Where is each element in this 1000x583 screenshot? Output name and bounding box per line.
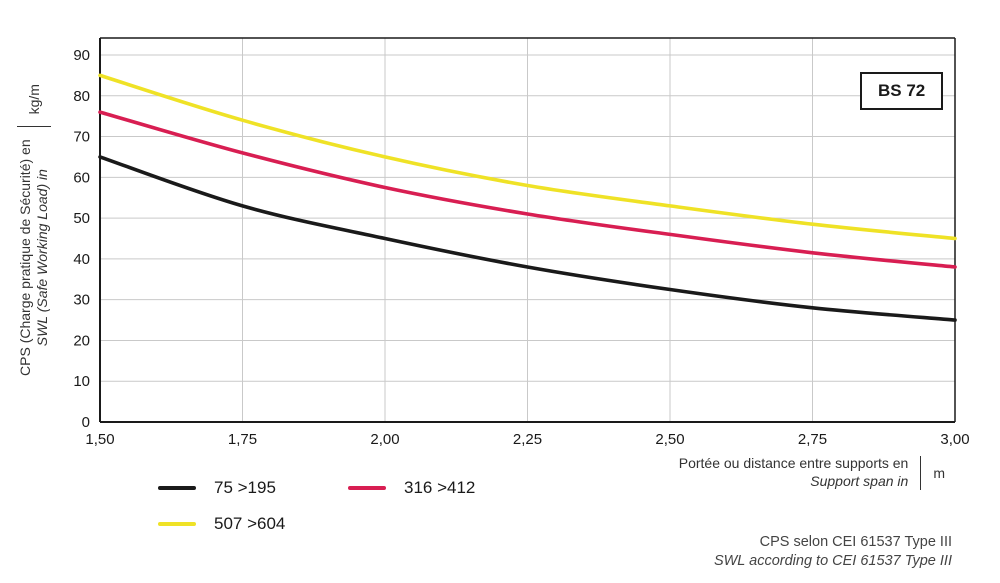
svg-text:2,75: 2,75	[798, 431, 827, 448]
legend-item: 75 >195	[158, 478, 348, 498]
legend-label: 75 >195	[214, 478, 276, 497]
svg-text:2,25: 2,25	[513, 431, 542, 448]
y-axis-label-fr: CPS (Charge pratique de Sécurité) en	[16, 139, 33, 376]
x-axis-unit: m	[933, 464, 945, 481]
legend-swatch-75-195	[158, 486, 196, 490]
y-axis-caption: CPS (Charge pratique de Sécurité) en SWL…	[11, 40, 57, 420]
legend-label: 316 >412	[404, 478, 476, 497]
svg-text:2,50: 2,50	[655, 431, 684, 448]
footer-line-en: SWL according to CEI 61537 Type III	[713, 552, 952, 569]
y-axis-label: CPS (Charge pratique de Sécurité) en SWL…	[17, 139, 52, 376]
footer-line-fr: CPS selon CEI 61537 Type III	[759, 534, 952, 550]
svg-text:60: 60	[73, 169, 90, 186]
svg-text:1,50: 1,50	[85, 431, 114, 448]
x-axis-label-fr: Portée ou distance entre supports en	[678, 455, 909, 471]
svg-text:0: 0	[82, 414, 90, 431]
y-axis-label-en: SWL (Safe Working Load) in	[34, 169, 50, 347]
x-axis-caption: Portée ou distance entre supports en Sup…	[679, 455, 945, 490]
legend-item: 507 >604	[158, 514, 348, 534]
svg-text:2,00: 2,00	[370, 431, 399, 448]
unit-divider-icon	[920, 455, 922, 490]
svg-text:3,00: 3,00	[940, 431, 969, 448]
unit-divider-icon	[17, 126, 51, 128]
x-axis-label: Portée ou distance entre supports en Sup…	[679, 455, 909, 490]
svg-text:10: 10	[73, 373, 90, 390]
footer-note: CPS selon CEI 61537 Type III SWL accordi…	[714, 533, 952, 571]
svg-text:70: 70	[73, 129, 90, 146]
y-axis-unit: kg/m	[26, 84, 42, 115]
svg-text:80: 80	[73, 88, 90, 105]
chart-title-box: BS 72	[860, 72, 944, 110]
line-chart: 0 10 20 30 40 50 60 70 80 90 1,50 1,75 2,00 2,25 2,50 2…	[73, 37, 970, 448]
svg-text:50: 50	[73, 210, 90, 227]
svg-text:40: 40	[73, 251, 90, 268]
svg-text:90: 90	[73, 47, 90, 64]
legend-swatch-507-604	[158, 522, 196, 526]
svg-text:20: 20	[73, 332, 90, 349]
legend-label: 507 >604	[214, 514, 286, 533]
legend: 75 >195 316 >412 507 >604	[158, 478, 475, 534]
legend-swatch-316-412	[348, 486, 386, 490]
legend-item: 316 >412	[348, 478, 475, 498]
svg-text:30: 30	[73, 292, 90, 309]
x-axis-label-en: Support span in	[810, 472, 909, 489]
svg-text:1,75: 1,75	[228, 431, 257, 448]
